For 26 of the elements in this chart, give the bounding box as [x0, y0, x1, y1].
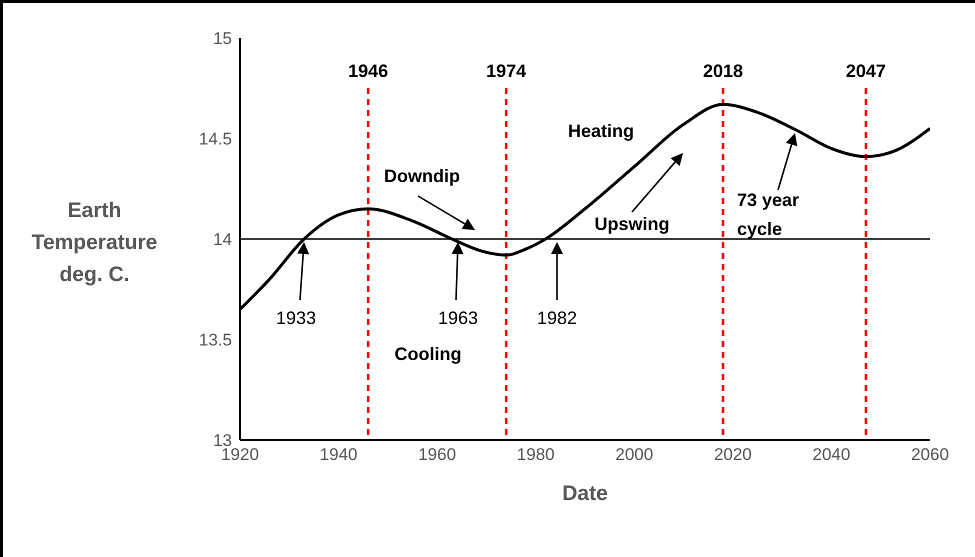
annotation: Upswing — [594, 214, 670, 234]
annotation: Downdip — [384, 166, 460, 186]
x-tick-label: 2020 — [714, 445, 752, 464]
y-axis-title: Earth Temperature deg. C. — [30, 198, 158, 288]
ref-line-label: 2018 — [702, 61, 744, 81]
x-tick-label: 1980 — [516, 445, 555, 464]
ref-line-label: 1946 — [348, 61, 388, 81]
x-tick-label: 1940 — [320, 445, 358, 464]
y-tick-label: 14 — [213, 230, 232, 250]
x-tick-label: 2060 — [911, 445, 949, 464]
annotation: Heating — [568, 121, 634, 141]
x-tick-label: 1920 — [221, 445, 259, 464]
x-axis-title: Date — [562, 482, 608, 505]
y-tick-label: 15 — [213, 29, 232, 48]
y-tick-label: 14.5 — [198, 130, 232, 149]
ref-line-label: 1974 — [486, 61, 526, 81]
annotation: 1933 — [276, 308, 316, 328]
annotation: 73 year cycle — [737, 189, 800, 241]
x-tick-label: 2040 — [812, 445, 850, 464]
annotation: 1963 — [438, 308, 478, 328]
y-tick-label: 13.5 — [198, 330, 232, 350]
ref-line-label: 2047 — [846, 61, 886, 81]
annotation: Cooling — [394, 344, 462, 364]
annotation: 1982 — [536, 308, 578, 328]
x-tick-label: 2000 — [615, 445, 654, 464]
x-tick-label: 1960 — [418, 445, 456, 464]
